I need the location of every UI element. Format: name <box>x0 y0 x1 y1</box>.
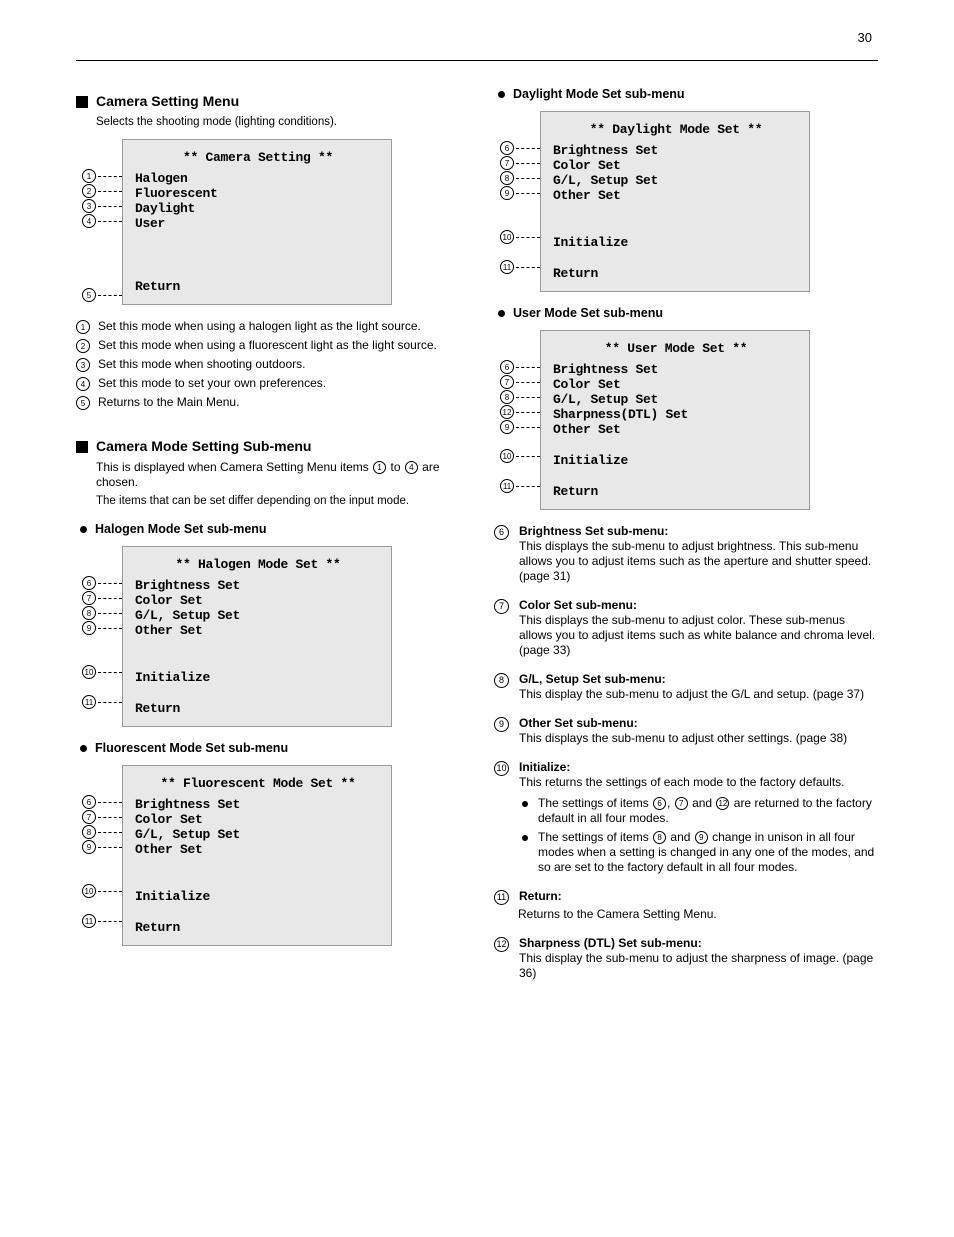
right-column: Daylight Mode Set sub-menu 6 7 8 9 10 11… <box>494 87 878 981</box>
para-10: 10 Initialize:This returns the settings … <box>494 760 878 790</box>
halogen-heading: Halogen Mode Set sub-menu <box>80 522 460 536</box>
desc-num-2: 2 <box>76 339 90 353</box>
left-column: Camera Setting Menu Selects the shooting… <box>76 87 460 981</box>
camera-setting-menu-box-wrapper: 1 2 3 4 5 ** Camera Setting ** Halogen F… <box>76 139 460 305</box>
fluorescent-menu-box: ** Fluorescent Mode Set ** Brightness Se… <box>122 765 392 946</box>
menu-item: Brightness Set <box>553 362 799 377</box>
user-menu-wrapper: 6 7 8 12 9 10 11 ** User Mode Set ** Bri… <box>494 330 878 510</box>
menu-item: G/L, Setup Set <box>553 392 799 407</box>
menu-item-initialize: Initialize <box>553 453 799 468</box>
menu-item: Color Set <box>135 812 381 827</box>
desc-num-3: 3 <box>76 358 90 372</box>
para-7: 7 Color Set sub-menu:This displays the s… <box>494 598 878 658</box>
menu-item: Color Set <box>135 593 381 608</box>
menu-item-user: User <box>135 216 381 231</box>
menu-item-daylight: Daylight <box>135 201 381 216</box>
menu-item-return: Return <box>553 484 799 499</box>
heading-text: Camera Setting Menu <box>96 93 239 109</box>
menu-item-return: Return <box>135 920 381 935</box>
halogen-menu-wrapper: 6 7 8 9 10 11 ** Halogen Mode Set ** Bri… <box>76 546 460 727</box>
return-text: Returns to the Camera Setting Menu. <box>518 907 878 922</box>
menu-item: Brightness Set <box>135 578 381 593</box>
camera-setting-menu-box: ** Camera Setting ** Halogen Fluorescent… <box>122 139 392 305</box>
user-heading: User Mode Set sub-menu <box>498 306 878 320</box>
ref-num-1: 1 <box>373 461 386 474</box>
desc-text: Set this mode to set your own preference… <box>98 376 460 391</box>
para-12: 12 Sharpness (DTL) Set sub-menu:This dis… <box>494 936 878 981</box>
menu-item-initialize: Initialize <box>135 670 381 685</box>
desc-text: Set this mode when shooting outdoors. <box>98 357 460 372</box>
para-6: 6 Brightness Set sub-menu:This displays … <box>494 524 878 584</box>
menu-item: Other Set <box>553 188 799 203</box>
initialize-sub-bullets: The settings of items 6, 7 and 12 are re… <box>522 796 878 875</box>
para-9: 9 Other Set sub-menu:This displays the s… <box>494 716 878 746</box>
top-divider <box>76 60 878 61</box>
menu-item-return: Return <box>553 266 799 281</box>
desc-num-1: 1 <box>76 320 90 334</box>
page-number: 30 <box>858 30 872 45</box>
menu-item-initialize: Initialize <box>135 889 381 904</box>
daylight-menu-box: ** Daylight Mode Set ** Brightness Set C… <box>540 111 810 292</box>
user-menu-box: ** User Mode Set ** Brightness Set Color… <box>540 330 810 510</box>
menu-item-return: Return <box>135 279 381 294</box>
menu-item: Brightness Set <box>135 797 381 812</box>
desc-num-4: 4 <box>76 377 90 391</box>
menu-item-initialize: Initialize <box>553 235 799 250</box>
menu-item: Sharpness(DTL) Set <box>553 407 799 422</box>
menu-item-fluorescent: Fluorescent <box>135 186 381 201</box>
heading-camera-setting-menu: Camera Setting Menu <box>76 93 460 109</box>
menu-item: Color Set <box>553 377 799 392</box>
heading2-line: This is displayed when Camera Setting Me… <box>96 460 460 490</box>
camera-setting-descriptions: 1 Set this mode when using a halogen ligh… <box>76 319 460 410</box>
fluorescent-menu-wrapper: 6 7 8 9 10 11 ** Fluorescent Mode Set **… <box>76 765 460 946</box>
menu-item: Other Set <box>135 623 381 638</box>
para-8: 8 G/L, Setup Set sub-menu:This display t… <box>494 672 878 702</box>
menu-item: Brightness Set <box>553 143 799 158</box>
menu-item-halogen: Halogen <box>135 171 381 186</box>
heading-camera-mode-submenu: Camera Mode Setting Sub-menu <box>76 438 460 454</box>
desc-text: Set this mode when using a halogen light… <box>98 319 460 334</box>
heading-text: Camera Mode Setting Sub-menu <box>96 438 311 454</box>
menu-item: G/L, Setup Set <box>553 173 799 188</box>
para-11: 11 Return: <box>494 889 878 905</box>
menu-item: Other Set <box>553 422 799 437</box>
menu-item: G/L, Setup Set <box>135 827 381 842</box>
halogen-menu-box: ** Halogen Mode Set ** Brightness Set Co… <box>122 546 392 727</box>
ref-num-4: 4 <box>405 461 418 474</box>
fluorescent-heading: Fluorescent Mode Set sub-menu <box>80 741 460 755</box>
desc-text: Set this mode when using a fluorescent l… <box>98 338 460 353</box>
menu-item: G/L, Setup Set <box>135 608 381 623</box>
desc-text: Returns to the Main Menu. <box>98 395 460 410</box>
document-page: 30 Camera Setting Menu Selects the shoot… <box>0 0 954 1237</box>
two-column-layout: Camera Setting Menu Selects the shooting… <box>76 87 878 981</box>
menu-item: Color Set <box>553 158 799 173</box>
menu-title: ** Camera Setting ** <box>135 150 381 165</box>
menu-item-return: Return <box>135 701 381 716</box>
desc-num-5: 5 <box>76 396 90 410</box>
heading2-note: The items that can be set differ dependi… <box>96 494 460 508</box>
daylight-menu-wrapper: 6 7 8 9 10 11 ** Daylight Mode Set ** Br… <box>494 111 878 292</box>
heading-subtext: Selects the shooting mode (lighting cond… <box>96 115 460 129</box>
menu-item: Other Set <box>135 842 381 857</box>
daylight-heading: Daylight Mode Set sub-menu <box>498 87 878 101</box>
